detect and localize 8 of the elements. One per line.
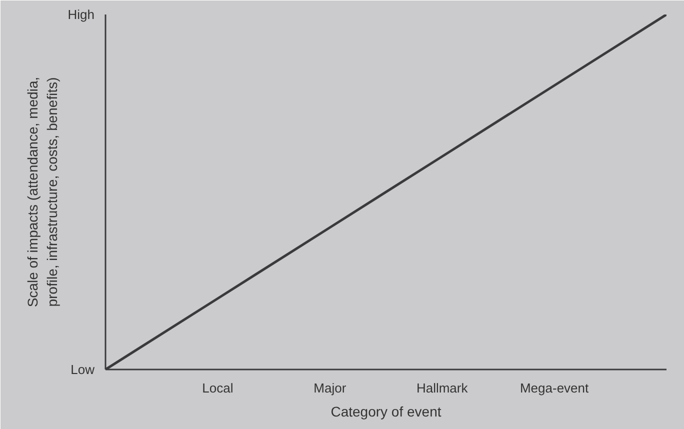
text: High xyxy=(68,7,95,22)
text: Low xyxy=(70,362,96,377)
y-axis-title: Scale of impacts (attendance, media, profile, infrastructure, costs, benefits) xyxy=(24,76,60,308)
x-tick-label: Major xyxy=(314,380,347,396)
x-tick-label: Local xyxy=(202,380,234,396)
x-tick-label: Hallmark xyxy=(416,380,468,396)
x-tick-label: Mega-event xyxy=(520,380,590,396)
x-axis-title: Category of event xyxy=(330,404,442,420)
